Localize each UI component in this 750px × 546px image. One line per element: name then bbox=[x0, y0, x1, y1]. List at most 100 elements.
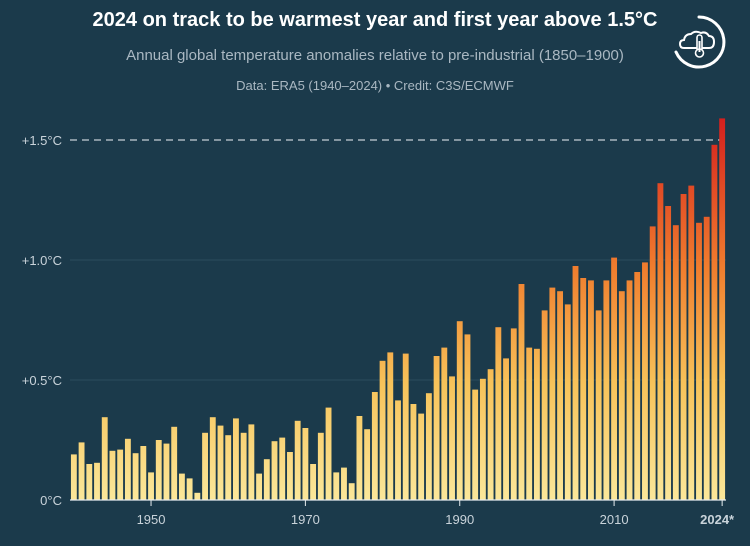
bar-1955 bbox=[186, 478, 193, 500]
bar-1971 bbox=[310, 464, 317, 500]
bar-1982 bbox=[395, 400, 401, 500]
axes bbox=[70, 499, 726, 506]
bar-1988 bbox=[441, 347, 448, 500]
bar-1985 bbox=[418, 413, 425, 500]
x-tick-label: 1950 bbox=[137, 512, 166, 527]
bar-1989 bbox=[449, 376, 455, 500]
bar-1999 bbox=[526, 347, 533, 500]
bar-1945 bbox=[109, 450, 116, 500]
bar-2021 bbox=[696, 222, 702, 501]
bar-2013 bbox=[634, 272, 641, 500]
bar-1993 bbox=[479, 378, 486, 500]
bar-1978 bbox=[364, 429, 371, 500]
bar-2019 bbox=[680, 194, 687, 500]
bars bbox=[70, 118, 726, 501]
bar-1941 bbox=[78, 442, 85, 500]
bar-1991 bbox=[464, 334, 471, 500]
bar-1967 bbox=[279, 437, 286, 500]
bar-1994 bbox=[487, 369, 494, 500]
y-tick-label: +1.5°C bbox=[22, 133, 62, 148]
bar-1984 bbox=[410, 404, 417, 500]
bar-1980 bbox=[379, 360, 386, 500]
bar-1972 bbox=[317, 432, 324, 500]
y-tick-label: +1.0°C bbox=[22, 253, 62, 268]
x-tick-label: 1990 bbox=[445, 512, 474, 527]
bar-1976 bbox=[348, 483, 355, 500]
bar-1956 bbox=[194, 492, 201, 500]
y-tick-labels: 0°C +0.5°C +1.0°C +1.5°C bbox=[22, 133, 62, 508]
y-tick-label: 0°C bbox=[40, 493, 62, 508]
bar-1958 bbox=[209, 417, 216, 500]
bar-2015 bbox=[649, 226, 656, 500]
bar-1996 bbox=[503, 358, 509, 500]
bar-2000 bbox=[533, 348, 540, 500]
bar-2016 bbox=[657, 183, 664, 500]
bar-2014 bbox=[642, 262, 648, 500]
bar-1965 bbox=[263, 459, 270, 500]
data-source-credit: Data: ERA5 (1940–2024) • Credit: C3S/ECM… bbox=[236, 78, 514, 93]
bar-2005 bbox=[572, 266, 579, 500]
thermometer-cloud-icon bbox=[674, 15, 726, 69]
bar-2020 bbox=[688, 185, 695, 500]
bar-2001 bbox=[541, 310, 548, 500]
bar-1992 bbox=[472, 389, 479, 500]
bar-1997 bbox=[510, 328, 517, 500]
bar-1950 bbox=[148, 472, 154, 500]
bar-1943 bbox=[94, 462, 100, 500]
bar-1977 bbox=[356, 416, 363, 500]
bar-1981 bbox=[387, 352, 394, 500]
bar-2004 bbox=[564, 304, 571, 500]
bar-1983 bbox=[402, 353, 409, 500]
bar-1953 bbox=[171, 426, 178, 500]
bar-1961 bbox=[233, 418, 239, 500]
bar-1974 bbox=[333, 472, 340, 500]
bar-2008 bbox=[595, 310, 602, 500]
bar-1959 bbox=[217, 425, 224, 500]
x-tick-label: 1970 bbox=[291, 512, 320, 527]
bar-2017 bbox=[665, 206, 672, 500]
bar-1969 bbox=[294, 420, 301, 500]
bar-1979 bbox=[371, 392, 378, 500]
bar-2022 bbox=[703, 216, 710, 501]
bar-1995 bbox=[495, 327, 502, 500]
bar-1946 bbox=[117, 449, 124, 500]
bar-1987 bbox=[433, 356, 440, 500]
bar-1975 bbox=[341, 467, 347, 500]
bar-1951 bbox=[155, 440, 162, 500]
bar-2011 bbox=[618, 291, 625, 500]
bar-2003 bbox=[557, 291, 564, 500]
bar-2012 bbox=[626, 280, 633, 500]
bar-1954 bbox=[178, 473, 185, 500]
bar-2009 bbox=[603, 280, 610, 500]
bar-1963 bbox=[248, 424, 255, 500]
bar-1973 bbox=[325, 407, 332, 500]
bar-1960 bbox=[225, 435, 232, 500]
bar-1940 bbox=[70, 454, 77, 500]
bar-1970 bbox=[302, 428, 309, 500]
bar-1966 bbox=[271, 441, 278, 500]
bar-1986 bbox=[425, 393, 432, 500]
bar-2023 bbox=[711, 144, 718, 501]
y-tick-label: +0.5°C bbox=[22, 373, 62, 388]
bar-1990 bbox=[456, 321, 463, 500]
bar-2007 bbox=[588, 280, 594, 500]
bar-1952 bbox=[163, 443, 170, 500]
x-tick-labels: 1950 1970 1990 2010 2024* bbox=[137, 512, 735, 527]
x-tick-label: 2010 bbox=[600, 512, 629, 527]
bar-1957 bbox=[202, 432, 208, 500]
bar-1947 bbox=[124, 438, 131, 500]
bar-2006 bbox=[580, 278, 587, 500]
bar-1962 bbox=[240, 432, 247, 500]
bar-2024 bbox=[719, 118, 726, 501]
chart-title: 2024 on track to be warmest year and fir… bbox=[92, 9, 658, 31]
x-tick-label: 2024* bbox=[700, 512, 735, 527]
bar-1998 bbox=[518, 284, 525, 500]
bar-2018 bbox=[672, 225, 679, 500]
bar-2010 bbox=[611, 257, 618, 500]
bar-1964 bbox=[256, 473, 263, 500]
bar-1944 bbox=[101, 417, 108, 500]
bar-1949 bbox=[140, 446, 147, 500]
bar-1942 bbox=[86, 464, 93, 500]
bar-1948 bbox=[132, 453, 139, 500]
